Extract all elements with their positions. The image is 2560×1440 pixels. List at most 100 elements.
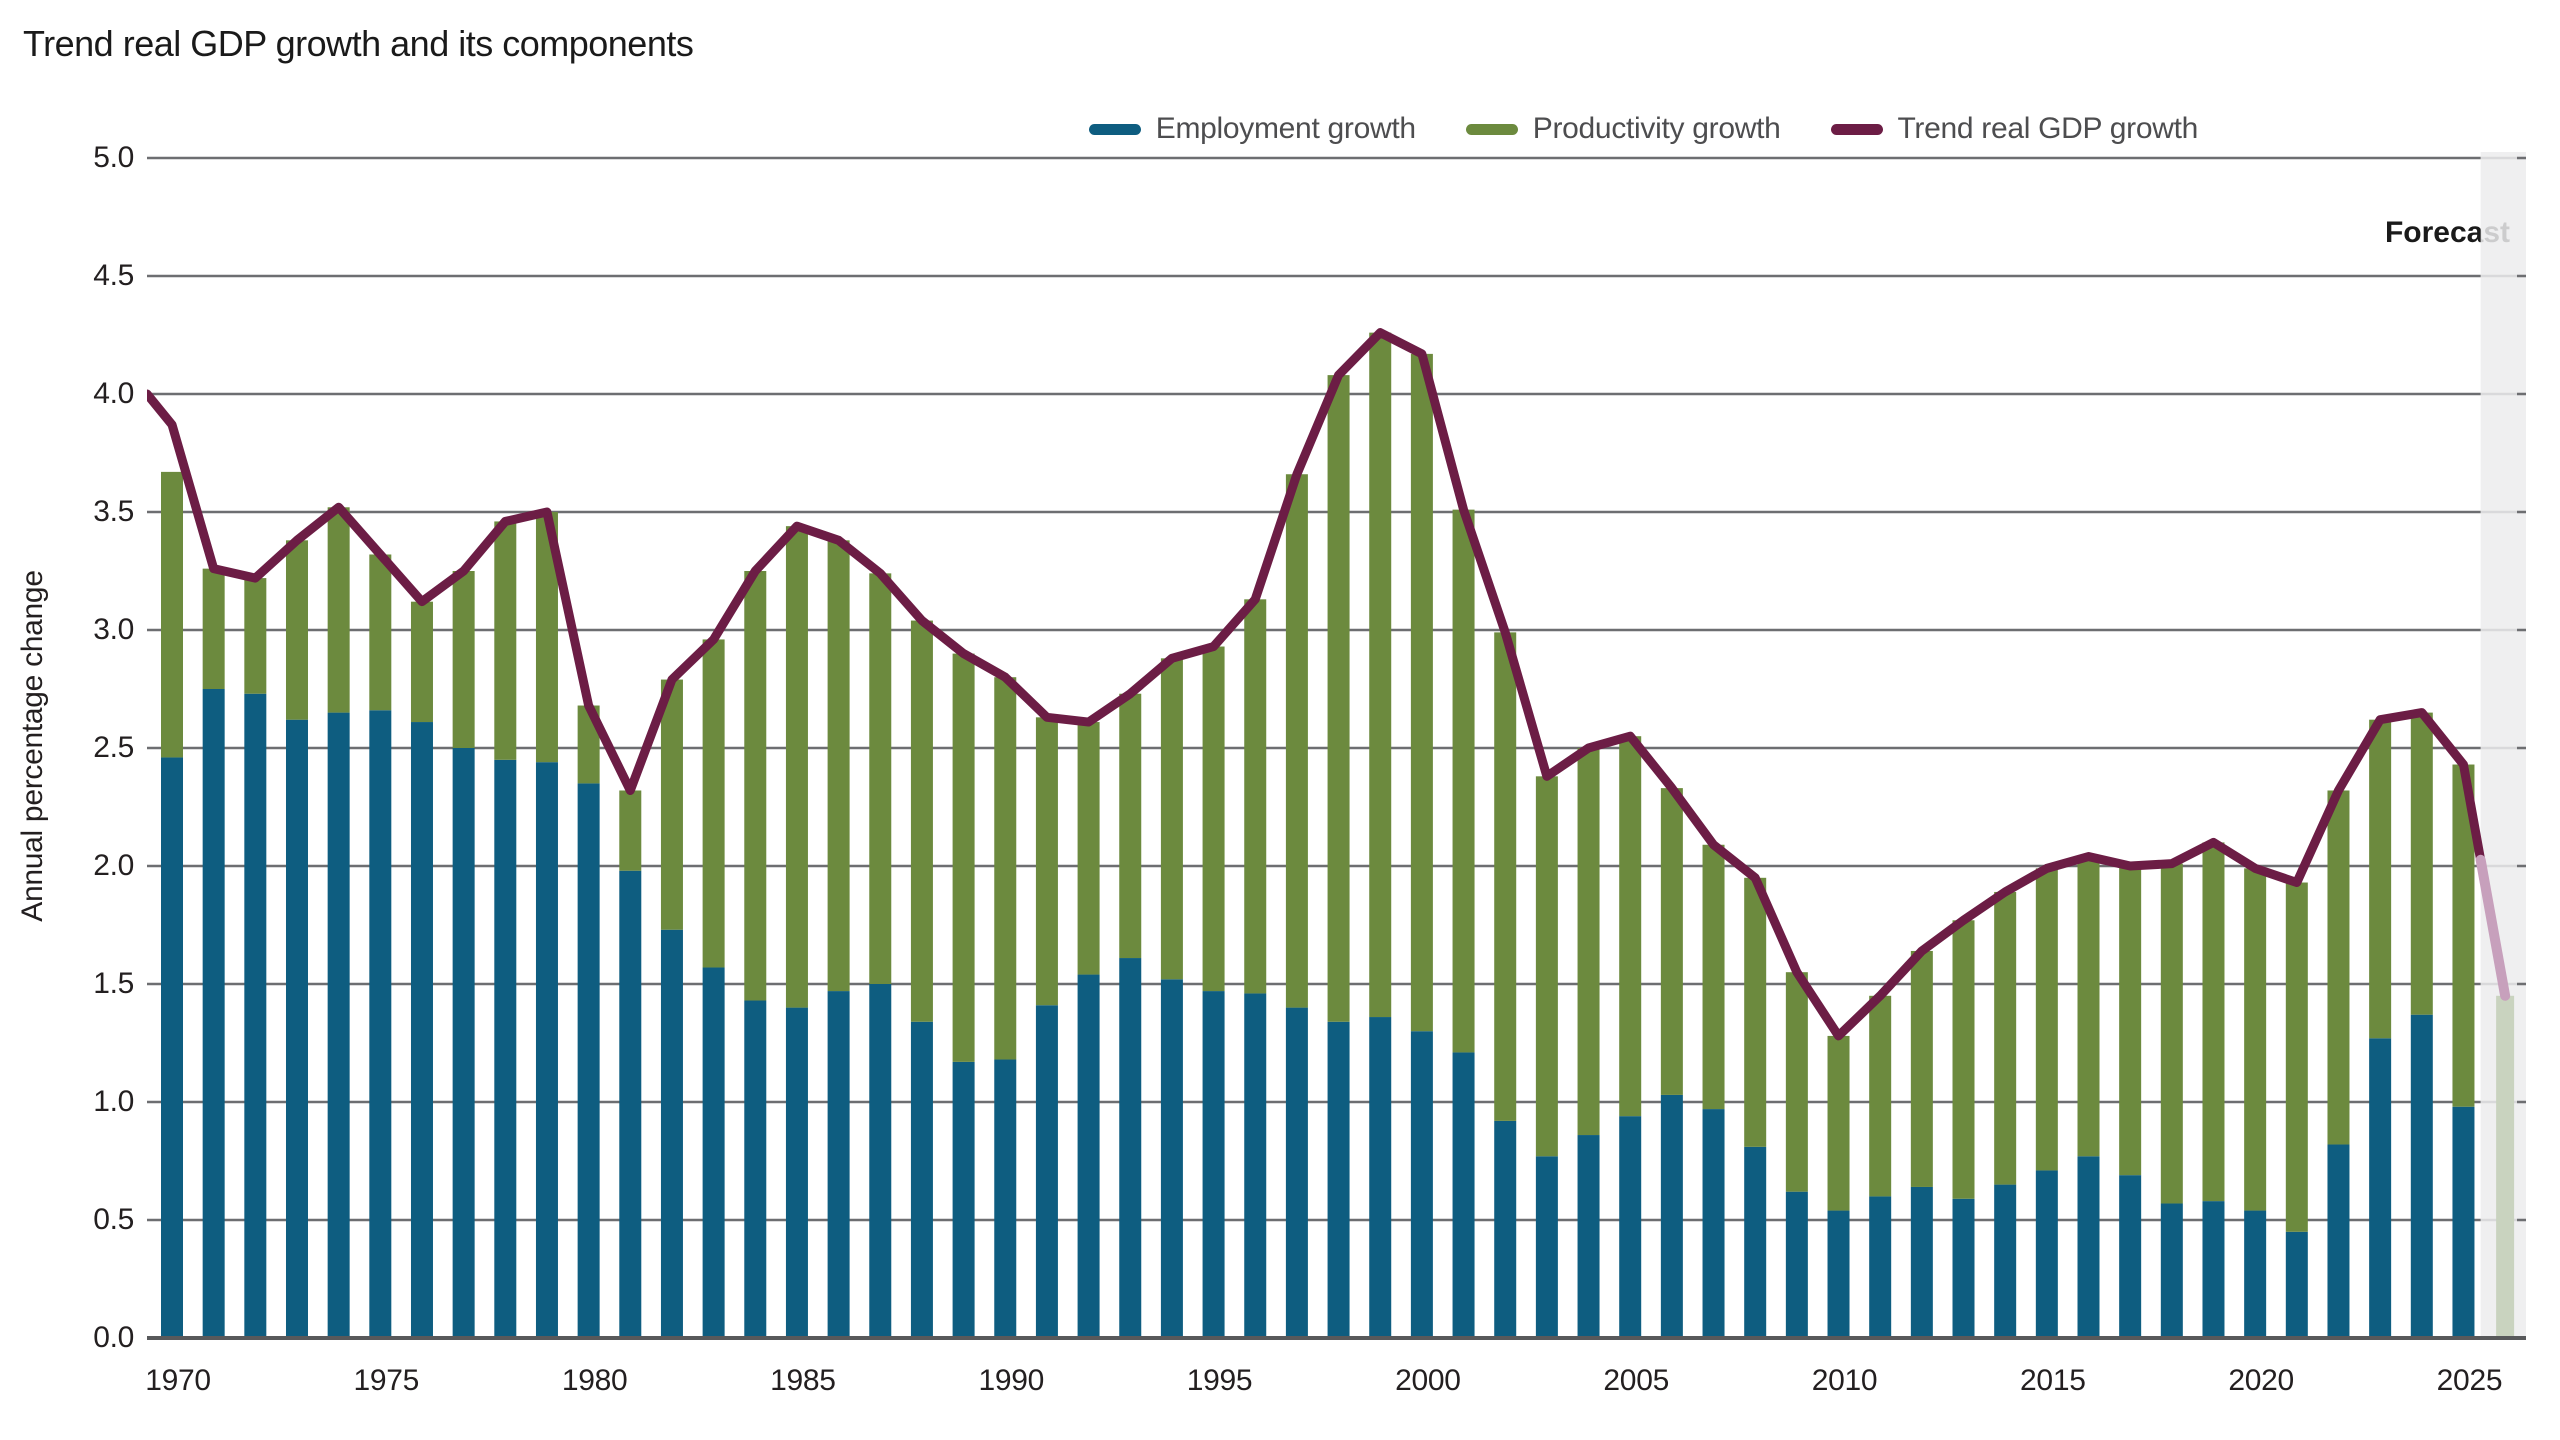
bar-employment-2001 <box>1452 1052 1475 1338</box>
bar-productivity-2016 <box>2077 856 2100 1157</box>
bar-productivity-1989 <box>952 653 975 1062</box>
bar-productivity-2013 <box>1952 920 1975 1199</box>
bar-employment-1986 <box>827 991 850 1338</box>
bar-employment-1997 <box>1285 1007 1308 1338</box>
x-tick-label-2020: 2020 <box>2228 1364 2294 1397</box>
legend-item-productivity: Productivity growth <box>1465 112 1781 146</box>
bar-productivity-1983 <box>702 639 725 968</box>
bar-productivity-2022 <box>2327 790 2350 1145</box>
y-tick-label-4.5: 4.5 <box>93 259 134 292</box>
bar-employment-1993 <box>1119 958 1142 1338</box>
bar-productivity-1985 <box>785 526 808 1008</box>
bar-employment-2024 <box>2410 1014 2433 1338</box>
bar-productivity-1990 <box>994 677 1017 1060</box>
bar-productivity-1977 <box>452 571 475 748</box>
legend-item-trend-line: Trend real GDP growth <box>1830 112 2199 146</box>
x-tick-label-2005: 2005 <box>1603 1364 1669 1397</box>
bar-productivity-2000 <box>1410 353 1433 1032</box>
trend-real-gdp-line <box>147 328 2486 1041</box>
bar-productivity-1979 <box>535 512 558 763</box>
chart-plot-area <box>147 152 2526 1340</box>
bar-employment-2014 <box>1994 1184 2017 1338</box>
x-tick-label-1990: 1990 <box>978 1364 1045 1397</box>
bar-productivity-2010 <box>1827 1035 1850 1211</box>
bar-employment-1999 <box>1369 1017 1392 1338</box>
bar-productivity-1971 <box>202 568 225 689</box>
bar-productivity-1999 <box>1369 332 1392 1018</box>
bar-employment-1982 <box>660 929 683 1338</box>
bar-productivity-1994 <box>1160 658 1183 980</box>
x-tick-label-2010: 2010 <box>1811 1364 1878 1397</box>
bar-employment-1984 <box>744 1000 767 1338</box>
bar-employment-1983 <box>702 967 725 1338</box>
bar-employment-1970 <box>161 757 183 1338</box>
bar-employment-1974 <box>327 712 350 1338</box>
bar-employment-1977 <box>452 748 475 1338</box>
bar-productivity-1995 <box>1202 646 1225 992</box>
x-tick-label-1980: 1980 <box>561 1364 628 1397</box>
bar-productivity-2014 <box>1994 891 2017 1185</box>
trend-line-forecast-segment <box>2475 854 2511 1001</box>
bar-employment-1985 <box>785 1007 808 1338</box>
bar-productivity-2024 <box>2410 712 2433 1015</box>
x-tick-label-1985: 1985 <box>770 1364 836 1397</box>
y-tick-label-0.0: 0.0 <box>93 1321 134 1354</box>
x-tick-label-2000: 2000 <box>1395 1364 1461 1397</box>
legend-label-employment: Employment growth <box>1155 112 1416 145</box>
bar-employment-1989 <box>952 1061 975 1338</box>
y-tick-label-1.0: 1.0 <box>93 1085 134 1118</box>
bar-productivity-1973 <box>285 540 308 720</box>
bar-productivity-1996 <box>1244 599 1267 994</box>
bar-productivity-1986 <box>827 540 850 992</box>
bar-employment-2006 <box>1660 1094 1683 1338</box>
bar-productivity-2025 <box>2452 764 2475 1107</box>
bar-employment-2004 <box>1577 1135 1600 1338</box>
y-axis-title: Annual percentage change <box>16 570 49 922</box>
bar-productivity-1974 <box>327 507 350 713</box>
y-tick-label-2.5: 2.5 <box>93 731 134 764</box>
bar-employment-2025 <box>2452 1106 2475 1338</box>
bar-employment-1996 <box>1244 993 1267 1338</box>
y-tick-label-4.0: 4.0 <box>93 377 134 410</box>
bar-forecast-2026 <box>2496 995 2515 1338</box>
bar-productivity-2006 <box>1660 788 1683 1095</box>
legend-item-employment: Employment growth <box>1088 112 1416 146</box>
bar-productivity-1992 <box>1077 722 1100 975</box>
bar-productivity-2009 <box>1785 972 1808 1192</box>
bar-employment-1987 <box>869 984 892 1338</box>
bar-employment-2018 <box>2160 1203 2183 1338</box>
bar-employment-1994 <box>1160 979 1183 1338</box>
bar-employment-2002 <box>1494 1120 1517 1338</box>
bar-employment-2009 <box>1785 1191 1808 1338</box>
bar-employment-2022 <box>2327 1144 2350 1338</box>
bar-employment-1990 <box>994 1059 1017 1338</box>
bar-employment-1992 <box>1077 974 1100 1338</box>
legend-label-trend-line: Trend real GDP growth <box>1897 112 2199 145</box>
bar-employment-1980 <box>577 783 600 1338</box>
x-tick-label-2025: 2025 <box>2436 1364 2503 1397</box>
trend-line-swatch-icon <box>1830 123 1883 135</box>
y-tick-label-2.0: 2.0 <box>93 849 134 882</box>
bar-employment-1972 <box>244 693 267 1338</box>
bar-employment-2020 <box>2244 1210 2267 1338</box>
bar-employment-1976 <box>410 722 433 1338</box>
bar-employment-1971 <box>202 689 225 1338</box>
productivity-swatch-icon <box>1465 123 1518 135</box>
bar-employment-1981 <box>619 870 642 1338</box>
y-tick-label-1.5: 1.5 <box>93 967 134 1000</box>
bar-employment-2005 <box>1619 1116 1642 1338</box>
bar-productivity-2021 <box>2285 882 2308 1232</box>
bar-productivity-1970 <box>161 471 183 758</box>
employment-swatch-icon <box>1088 123 1141 135</box>
y-tick-label-5.0: 5.0 <box>93 141 134 174</box>
bar-employment-1991 <box>1035 1005 1058 1338</box>
bar-employment-2019 <box>2202 1201 2225 1338</box>
bar-employment-1995 <box>1202 991 1225 1338</box>
y-tick-label-3.5: 3.5 <box>93 495 134 528</box>
bar-productivity-2023 <box>2369 719 2392 1039</box>
bar-productivity-1997 <box>1285 474 1308 1008</box>
bar-productivity-2007 <box>1702 844 1725 1110</box>
bar-employment-2021 <box>2285 1231 2308 1338</box>
bar-productivity-1993 <box>1119 693 1142 959</box>
